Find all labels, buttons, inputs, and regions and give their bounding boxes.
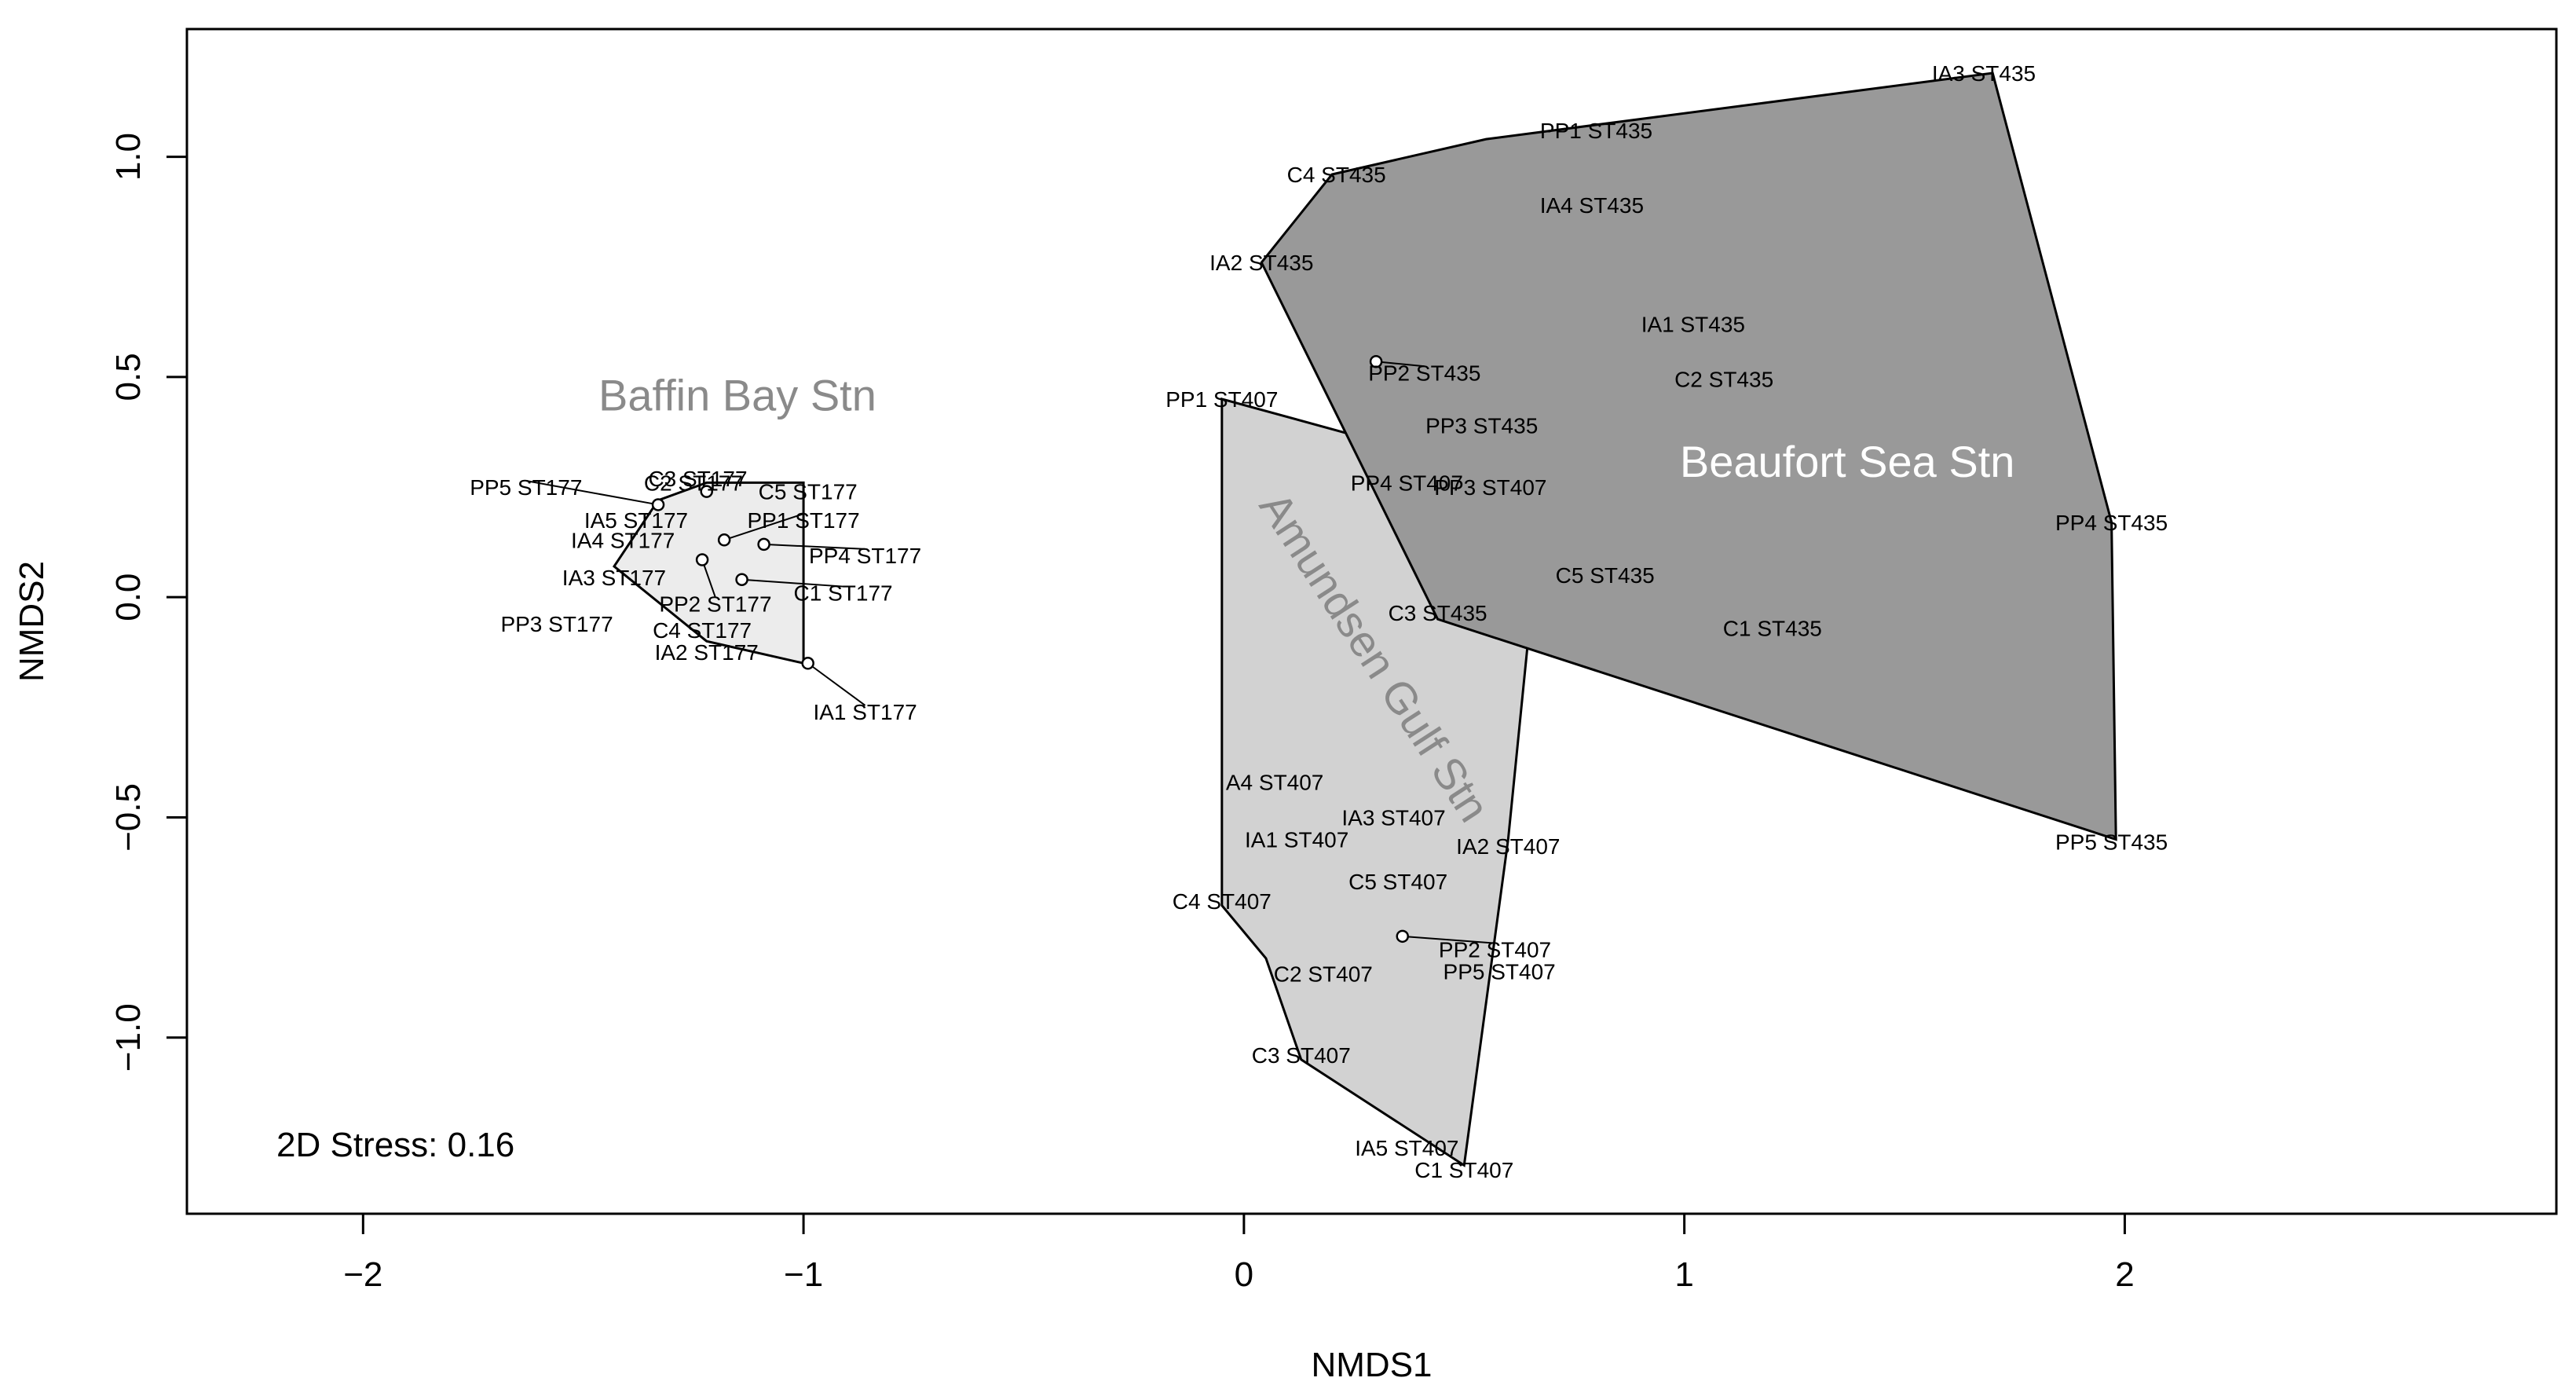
leader-pp5-st177 (525, 480, 659, 506)
x-tick-label: −2 (343, 1255, 382, 1294)
x-axis: −2 −1 0 1 2 (343, 1212, 2135, 1294)
point-label-ia4-st435: IA4 ST435 (1540, 193, 1644, 218)
point-label-ia1-st435: IA1 ST435 (1641, 313, 1745, 337)
point-label-pp2-st177: PP2 ST177 (659, 592, 771, 617)
point-label-pp3-st435: PP3 ST435 (1425, 414, 1538, 438)
leader-pp2-st177 (701, 559, 716, 598)
point-label-ia5-st407: IA5 ST407 (1355, 1136, 1458, 1160)
point-label-c1-st407: C1 ST407 (1414, 1158, 1513, 1182)
point-marker-pp2-st435 (1369, 354, 1383, 368)
x-tick-label: −1 (784, 1255, 823, 1294)
point-label-ia4-st177: IA4 ST177 (571, 528, 675, 552)
y-tick-label: 0.0 (109, 573, 148, 621)
point-label-ia3-st407: IA3 ST407 (1341, 805, 1445, 830)
point-label-ia2-st435: IA2 ST435 (1209, 251, 1313, 275)
point-label-ia5-st177: IA5 ST177 (584, 508, 688, 533)
point-label-ia1-st177: IA1 ST177 (813, 700, 917, 724)
x-tick-label: 1 (1674, 1255, 1693, 1294)
point-label-ia2-st407: IA2 ST407 (1456, 834, 1560, 859)
y-tick-label: −1.0 (109, 1003, 148, 1072)
y-tick-label: −0.5 (109, 783, 148, 852)
hull-beaufort-sea-stn (1260, 71, 2117, 841)
marker-layer (651, 354, 1410, 943)
y-tick-label: 1.0 (109, 133, 148, 181)
point-label-pp3-st407: PP3 ST407 (1434, 475, 1546, 500)
point-label-c3-st407: C3 ST407 (1252, 1043, 1351, 1068)
point-marker-pp2-st407 (1396, 929, 1410, 943)
point-label-ia3-st177: IA3 ST177 (562, 566, 666, 590)
point-label-pp2-st435: PP2 ST435 (1368, 361, 1480, 385)
point-label-c2-st435: C2 ST435 (1674, 368, 1773, 392)
point-label-pp5-st177: PP5 ST177 (470, 475, 582, 500)
hull-layer (612, 71, 2117, 1167)
point-label-ia3-st435: IA3 ST435 (1932, 61, 2036, 86)
point-marker-pp1-st177 (717, 533, 731, 547)
point-label-c5-st177: C5 ST177 (759, 480, 858, 504)
point-marker-pp2-st177 (695, 553, 709, 566)
x-tick-label: 2 (2115, 1255, 2134, 1294)
stress-annotation: 2D Stress: 0.16 (276, 1126, 514, 1164)
point-marker-c2-st177 (700, 485, 713, 498)
point-marker-pp4-st177 (757, 537, 770, 551)
leader-pp1-st177 (723, 513, 804, 541)
leader-pp2-st407 (1402, 935, 1495, 944)
point-label-c1-st435: C1 ST435 (1723, 616, 1822, 640)
point-label-ia2-st177: IA2 ST177 (655, 640, 759, 665)
x-tick-label: 0 (1235, 1255, 1253, 1294)
point-marker-ia1-st177 (801, 657, 814, 670)
point-label-pp4-st407: PP4 ST407 (1351, 471, 1463, 495)
point-label-pp1-st407: PP1 ST407 (1165, 387, 1278, 412)
point-label-pp5-st435: PP5 ST435 (2055, 830, 2168, 854)
point-label-pp5-st407: PP5 ST407 (1444, 960, 1556, 984)
point-marker-c1-st177 (735, 573, 748, 586)
point-label-pp2-st407: PP2 ST407 (1439, 938, 1551, 962)
group-label-baffin-bay-stn: Baffin Bay Stn (598, 371, 876, 420)
leader-ia1-st177 (807, 662, 866, 706)
point-label-c4-st177: C4 ST177 (653, 618, 752, 643)
point-label-c2-st177: C2 ST177 (644, 471, 743, 495)
x-axis-title: NMDS1 (1311, 1346, 1432, 1384)
point-label-a4-st407: A4 ST407 (1226, 771, 1324, 795)
point-label-c3-st435: C3 ST435 (1389, 601, 1487, 625)
point-label-pp3-st177: PP3 ST177 (500, 612, 613, 636)
point-label-c1-st177: C1 ST177 (794, 581, 893, 606)
y-axis-title: NMDS2 (13, 561, 51, 682)
leader-layer (525, 361, 1495, 944)
point-label-c3-st177: C3 ST177 (648, 467, 747, 491)
point-label-c2-st407: C2 ST407 (1274, 962, 1373, 986)
y-tick-label: 0.5 (109, 353, 148, 401)
point-label-pp4-st435: PP4 ST435 (2055, 511, 2168, 535)
point-label-c5-st407: C5 ST407 (1348, 870, 1447, 894)
point-marker-pp5-st177 (651, 498, 665, 511)
group-label-beaufort-sea-stn: Beaufort Sea Stn (1680, 437, 2015, 486)
point-label-ia1-st407: IA1 ST407 (1245, 827, 1348, 852)
leader-pp2-st435 (1376, 361, 1425, 368)
point-label-pp1-st435: PP1 ST435 (1540, 119, 1652, 143)
leader-pp4-st177 (763, 543, 865, 550)
point-label-pp4-st177: PP4 ST177 (809, 544, 921, 568)
point-label-pp1-st177: PP1 ST177 (747, 508, 859, 533)
leader-c1-st177 (741, 578, 843, 588)
point-label-c5-st435: C5 ST435 (1556, 563, 1655, 588)
y-axis: −1.0 −0.5 0.0 0.5 1.0 (109, 133, 188, 1072)
point-label-c4-st435: C4 ST435 (1287, 163, 1386, 187)
point-label-c4-st407: C4 ST407 (1173, 889, 1272, 914)
